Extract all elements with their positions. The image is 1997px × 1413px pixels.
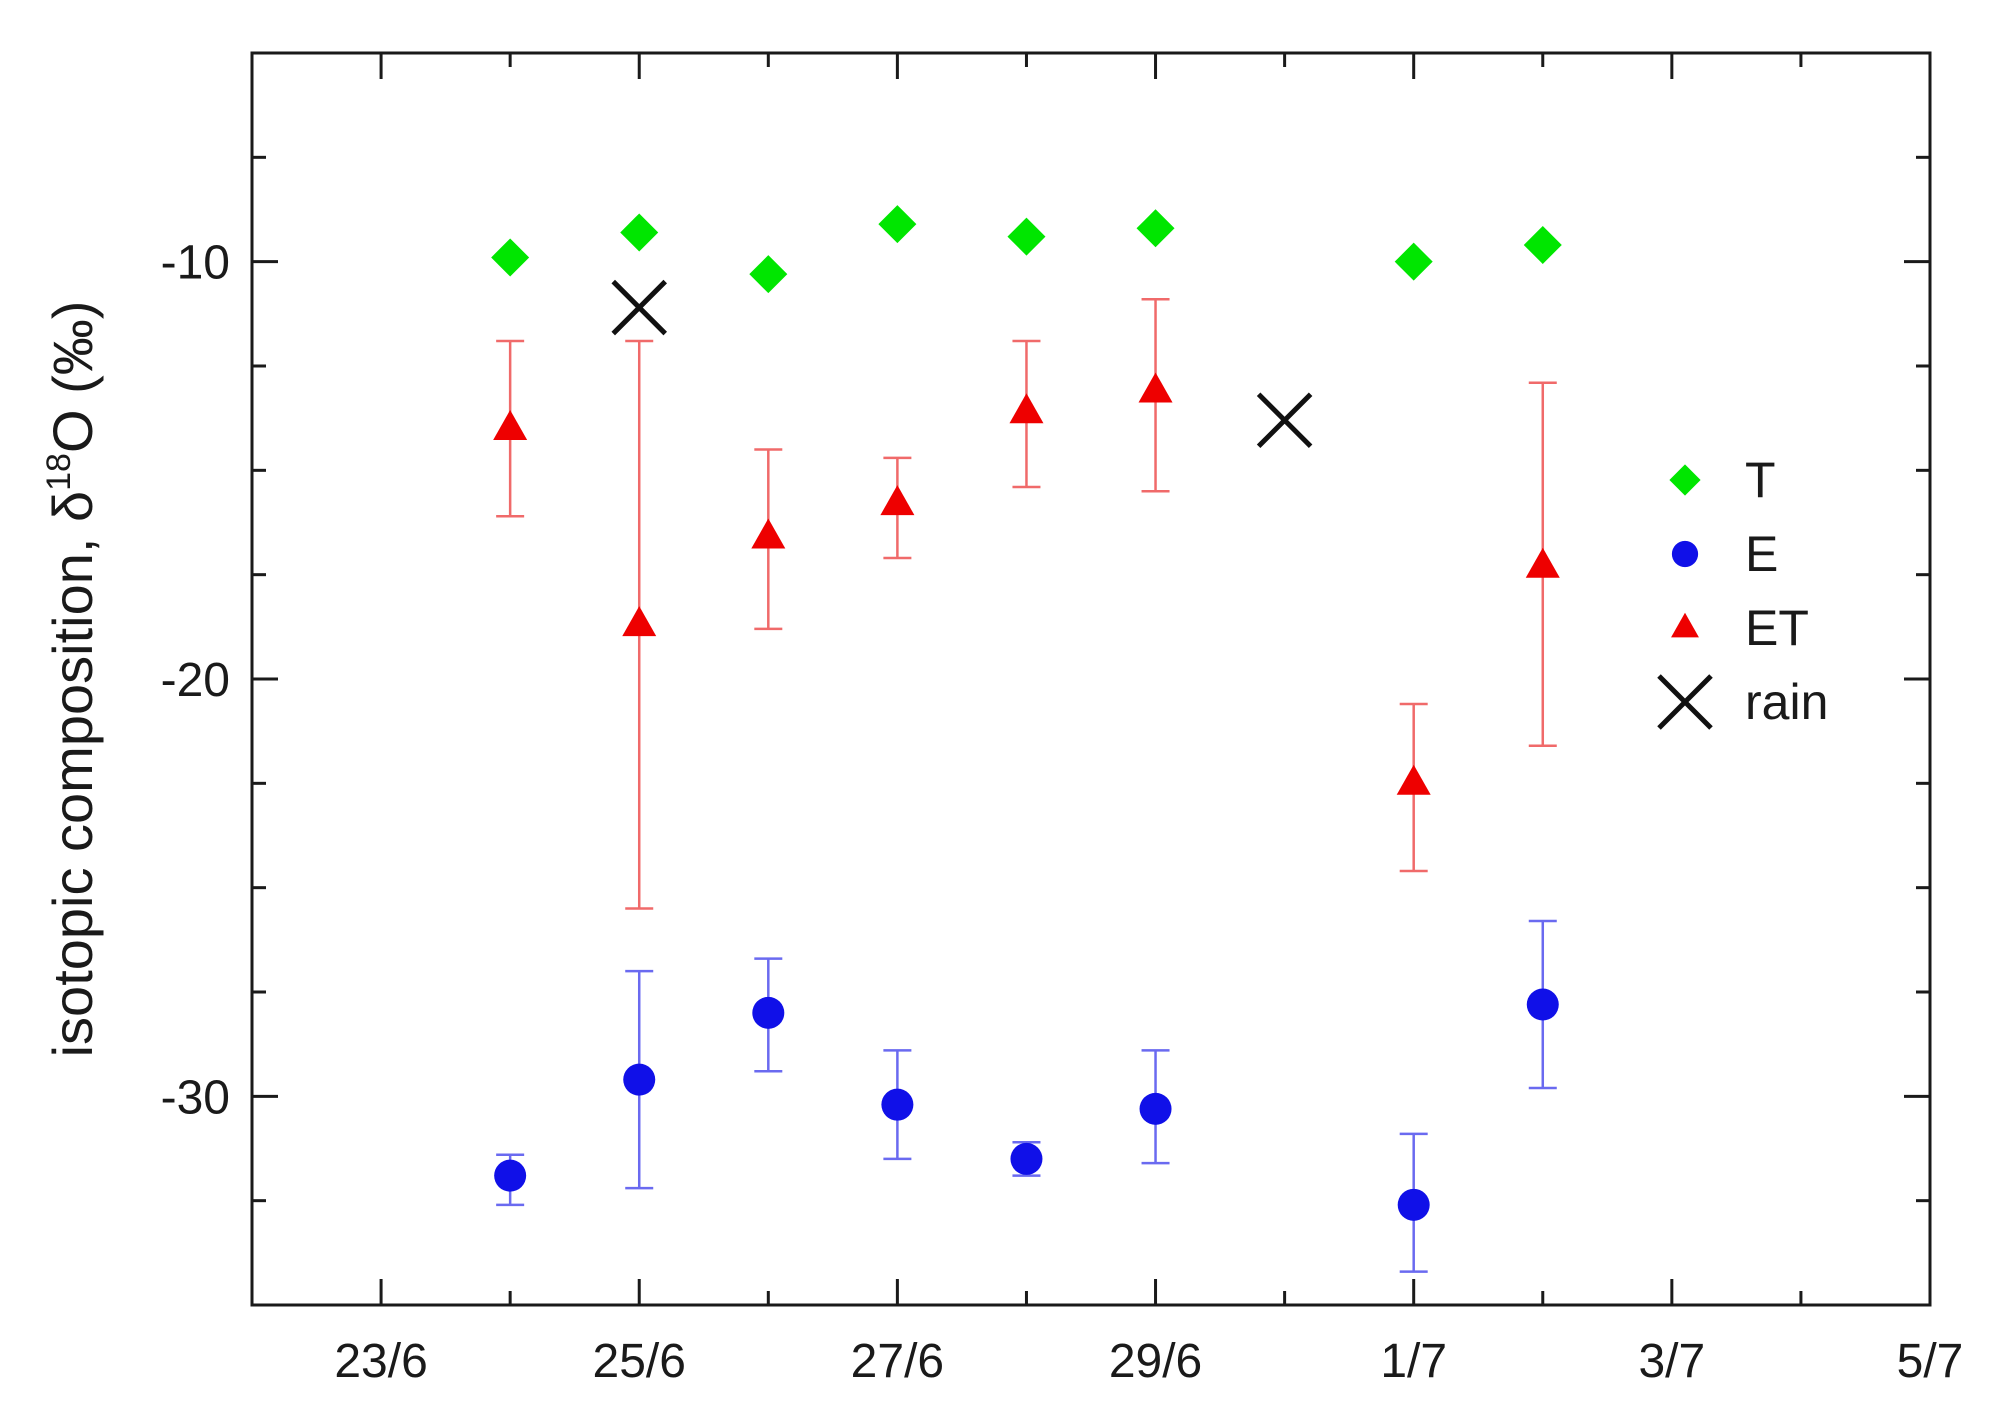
legend-label-E: E [1745, 526, 1778, 582]
marker-E [1397, 1188, 1430, 1221]
marker-ET [1396, 764, 1431, 795]
marker-T [1523, 225, 1562, 264]
x-tick-label: 23/6 [334, 1335, 427, 1388]
axis-ticks: 23/6 25/6 27/6 29/6 1/7 3/7 5/7 -10 -20 -30 [161, 53, 1964, 1388]
marker-ET [880, 485, 915, 516]
marker-E [494, 1159, 527, 1192]
marker-ET [622, 606, 657, 637]
marker-rain [611, 279, 667, 336]
marker-ET [1009, 393, 1044, 424]
marker-ET [1138, 372, 1173, 403]
legend-marker-rain [1657, 674, 1713, 730]
marker-T [491, 238, 530, 277]
legend-label-rain: rain [1745, 674, 1828, 730]
error-bars [496, 297, 1557, 1273]
marker-E [881, 1088, 914, 1121]
x-tick-label: 27/6 [851, 1335, 944, 1388]
y-axis-title: isotopic composition, δ18O (‰) [40, 301, 104, 1058]
marker-E [1526, 988, 1559, 1021]
marker-T [1007, 217, 1046, 256]
marker-ET [1525, 547, 1560, 578]
x-tick-label: 1/7 [1380, 1335, 1447, 1388]
marker-ET [751, 518, 786, 549]
marker-E [623, 1063, 656, 1096]
marker-T [878, 205, 917, 244]
data-markers [491, 205, 1562, 1221]
y-axis-title-tail: O (‰) [41, 301, 104, 453]
marker-E [752, 996, 785, 1029]
legend-label-ET: ET [1745, 600, 1809, 656]
marker-T [1394, 242, 1433, 281]
plot-frame [250, 51, 1932, 1307]
y-axis-title-superscript: 18 [40, 453, 78, 491]
marker-T [749, 255, 788, 294]
y-axis-title-main: isotopic composition, δ [41, 491, 104, 1058]
x-tick-label: 29/6 [1109, 1335, 1202, 1388]
marker-T [1136, 209, 1175, 248]
marker-E [1010, 1142, 1043, 1175]
marker-ET [493, 410, 528, 440]
legend-marker-T [1669, 464, 1701, 496]
x-tick-label: 5/7 [1897, 1335, 1964, 1388]
marker-E [1139, 1092, 1172, 1125]
x-tick-label: 3/7 [1638, 1335, 1705, 1388]
y-tick-label: -30 [161, 1071, 230, 1124]
legend-marker-E [1671, 540, 1699, 568]
y-tick-label: -20 [161, 654, 230, 707]
marker-rain [1256, 392, 1313, 449]
x-tick-label: 25/6 [593, 1335, 686, 1388]
legend-label-T: T [1745, 452, 1776, 508]
legend: TE ET rain [1657, 452, 1828, 730]
legend-marker-ET [1671, 612, 1699, 638]
marker-T [620, 213, 659, 252]
y-tick-label: -10 [161, 237, 230, 290]
